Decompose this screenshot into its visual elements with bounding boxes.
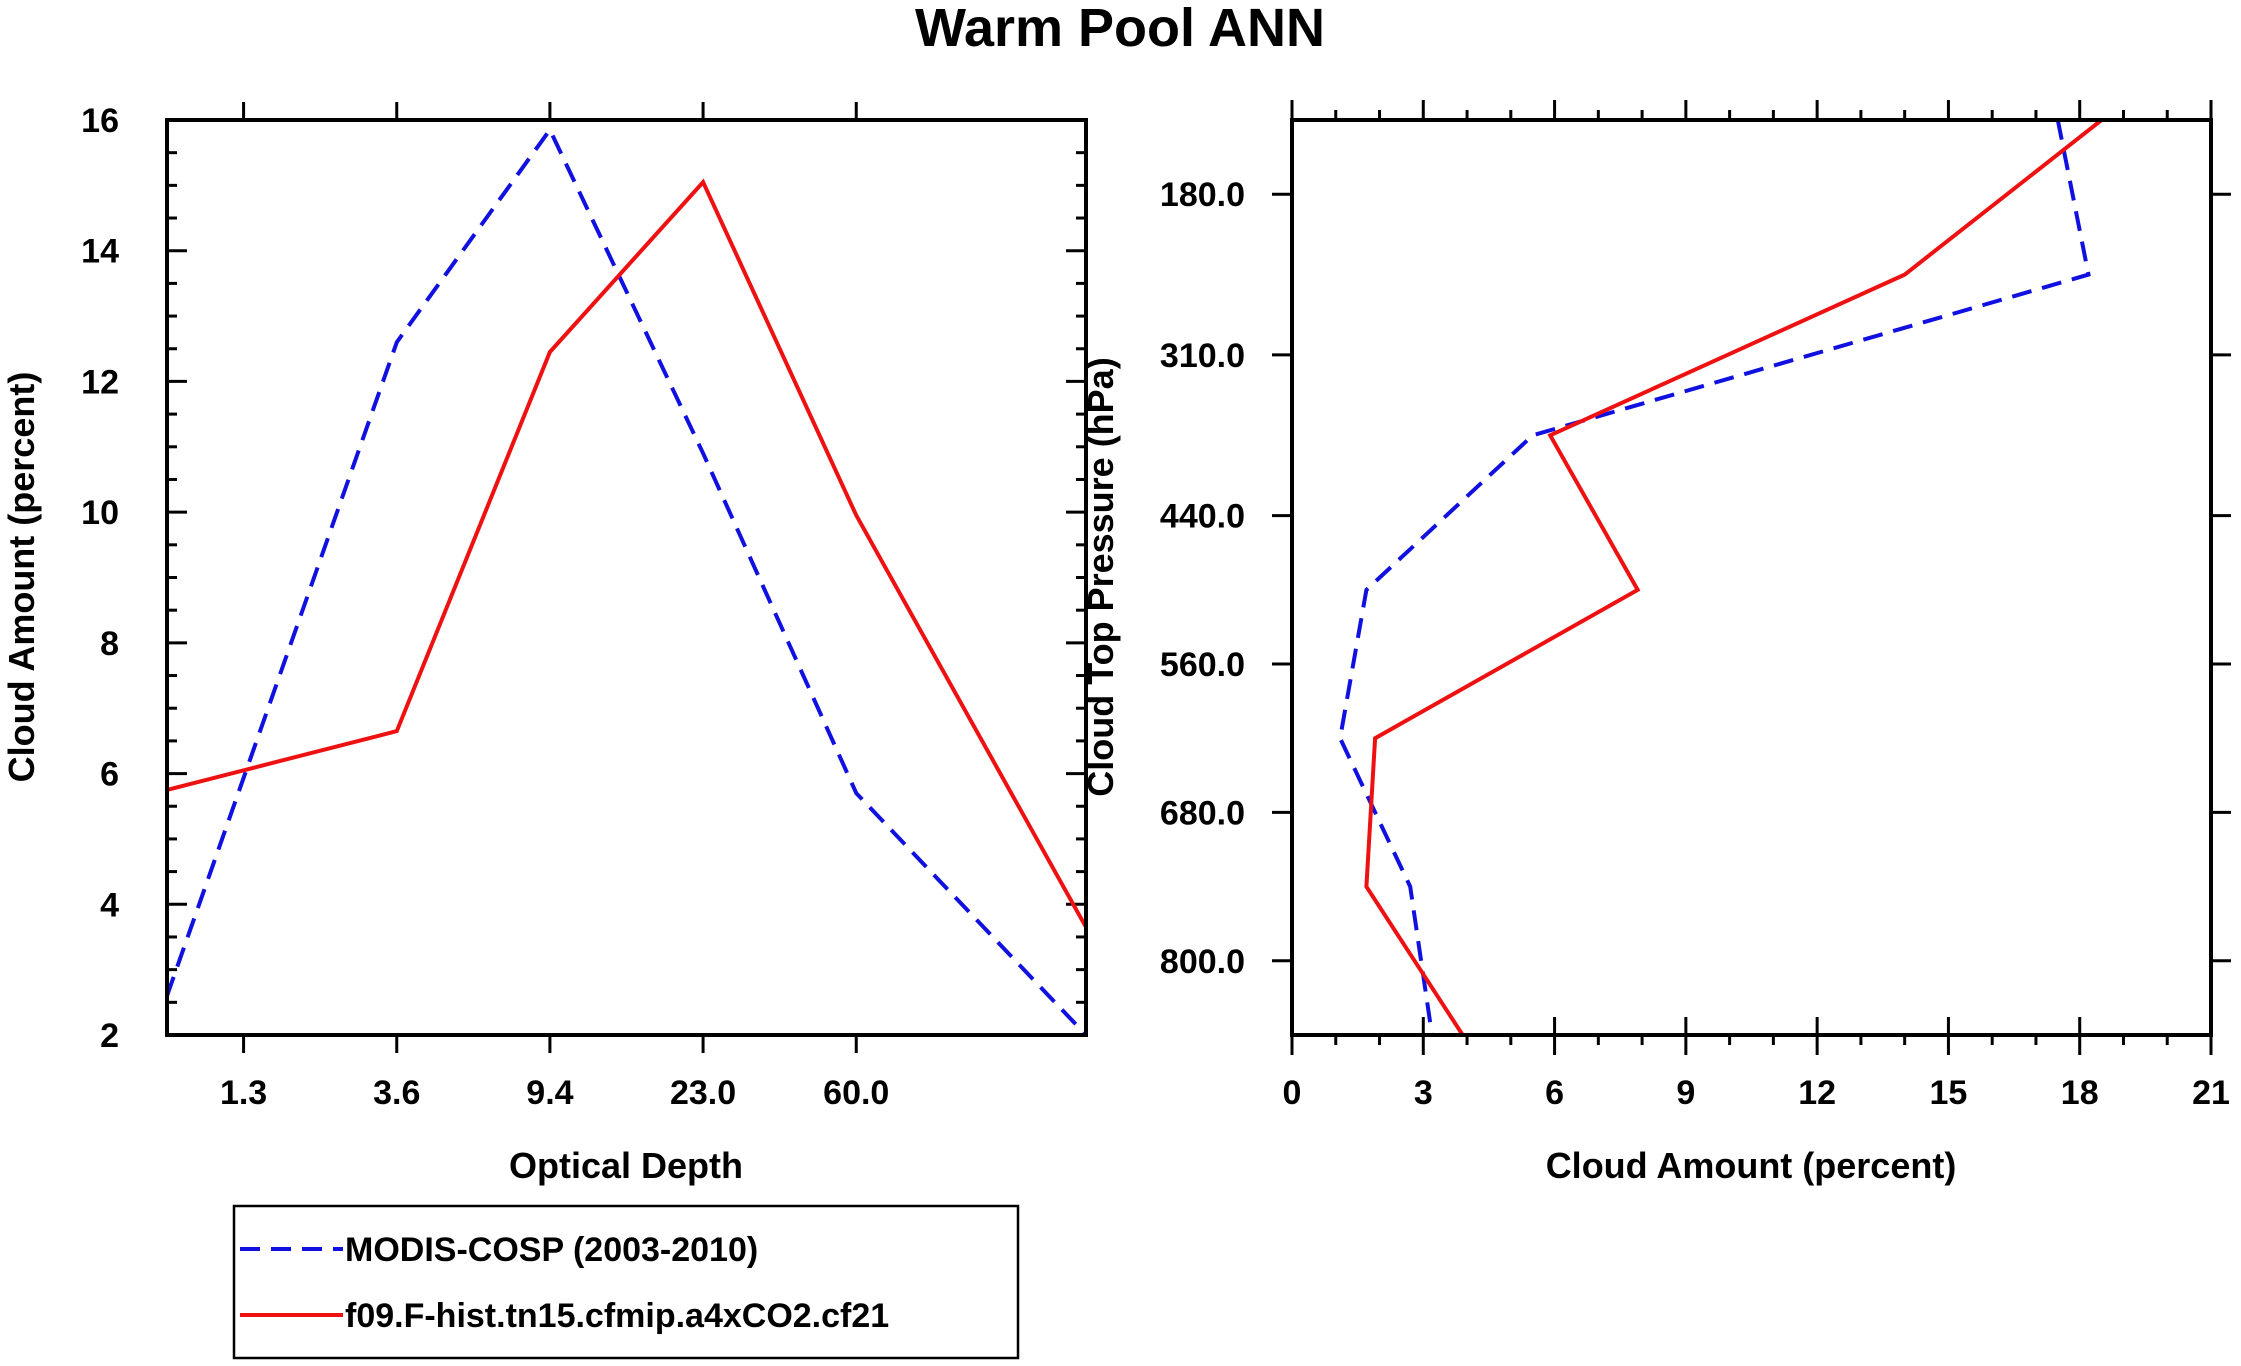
right-x-tick-label: 9 — [1676, 1074, 1695, 1112]
left-panel-series — [165, 125, 1088, 1037]
left-x-tick-label: 23.0 — [670, 1074, 736, 1112]
left-x-axis-label: Optical Depth — [509, 1145, 743, 1186]
right-y-tick-label: 180.0 — [1160, 176, 1245, 214]
right-panel: 0 3 6 9 12 15 18 21 180.0 310.0 440.0 560.0 680.0 800… — [1080, 100, 2231, 1186]
right-y-tick-label: 310.0 — [1160, 337, 1245, 375]
right-x-tick-label: 21 — [2192, 1074, 2230, 1112]
right-x-axis-label: Cloud Amount (percent) — [1546, 1145, 1957, 1186]
left-panel-frame — [165, 118, 1088, 1037]
right-y-tick-label: 440.0 — [1160, 498, 1245, 536]
right-x-tick-label: 12 — [1798, 1074, 1836, 1112]
left-y-tick-label: 6 — [100, 756, 119, 794]
legend-label-modis: MODIS-COSP (2003-2010) — [345, 1231, 758, 1269]
left-y-tick-label: 12 — [81, 363, 119, 401]
right-x-tick-label: 0 — [1283, 1074, 1302, 1112]
left-y-tick-label: 4 — [100, 886, 119, 924]
right-modis-series-line — [1338, 119, 2091, 1036]
right-x-tick-label: 3 — [1414, 1074, 1433, 1112]
left-y-tick-label: 14 — [81, 233, 119, 271]
left-x-tick-label: 60.0 — [823, 1074, 889, 1112]
left-model-series-line — [166, 178, 1088, 929]
right-model-series-line — [1364, 118, 2103, 1037]
left-y-tick-label: 10 — [81, 494, 119, 532]
left-y-tick-label: 16 — [81, 102, 119, 140]
right-y-tick-label: 680.0 — [1160, 794, 1245, 832]
left-x-tick-label: 1.3 — [220, 1074, 267, 1112]
right-x-tick-label: 15 — [1930, 1074, 1968, 1112]
left-y-tick-label: 2 — [100, 1017, 119, 1055]
chart-title: Warm Pool ANN — [915, 0, 1325, 58]
right-panel-series — [1338, 118, 2103, 1037]
left-x-tick-label: 9.4 — [526, 1074, 573, 1112]
left-y-axis-label: Cloud Amount (percent) — [1, 372, 42, 783]
right-x-tick-label: 18 — [2061, 1074, 2099, 1112]
right-panel-frame — [1290, 118, 2213, 1037]
right-x-tick-label: 6 — [1545, 1074, 1564, 1112]
right-y-tick-label: 560.0 — [1160, 646, 1245, 684]
right-y-tick-label: 800.0 — [1160, 943, 1245, 981]
legend: MODIS-COSP (2003-2010) f09.F-hist.tn15.c… — [232, 1204, 1020, 1360]
left-panel: 2 4 6 8 10 12 14 16 1.3 3.6 9.4 23.0 60.0 Optical De… — [1, 102, 1088, 1186]
legend-label-model: f09.F-hist.tn15.cfmip.a4xCO2.cf21 — [345, 1297, 889, 1335]
left-panel-ticks: 2 4 6 8 10 12 14 16 1.3 3.6 9.4 23.0 60.0 — [81, 102, 1086, 1112]
legend-box — [232, 1204, 1020, 1360]
left-y-tick-label: 8 — [100, 625, 119, 663]
left-x-tick-label: 3.6 — [373, 1074, 420, 1112]
right-panel-ticks: 0 3 6 9 12 15 18 21 180.0 310.0 440.0 560.0 680.0 800… — [1160, 100, 2231, 1112]
left-modis-series-line — [165, 125, 1088, 1037]
right-y-axis-label: Cloud Top Pressure (hPa) — [1080, 357, 1121, 796]
